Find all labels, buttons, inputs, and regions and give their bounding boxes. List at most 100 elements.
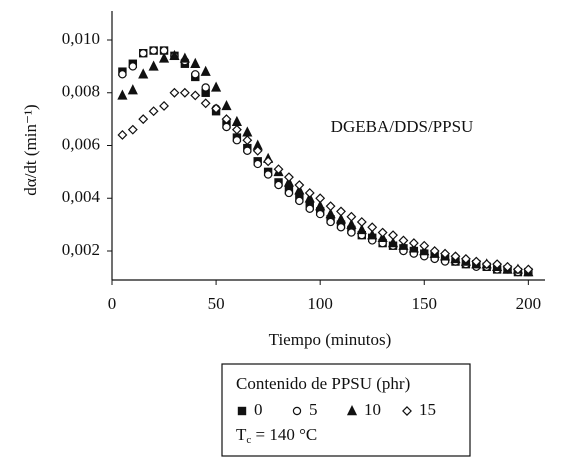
data-point — [221, 99, 232, 111]
x-tick-label: 150 — [412, 294, 438, 313]
data-point — [148, 106, 159, 117]
y-tick-label: 0,008 — [62, 82, 100, 101]
data-point — [356, 223, 367, 235]
data-point — [304, 188, 315, 198]
data-point — [201, 83, 210, 92]
data-point — [325, 201, 336, 212]
data-point — [159, 100, 169, 111]
data-point — [179, 87, 190, 98]
data-point — [335, 213, 347, 224]
data-point — [492, 259, 503, 270]
data-point — [117, 89, 128, 100]
data-point — [294, 180, 305, 191]
data-point — [232, 136, 242, 145]
annotation: DGEBA/DDS/PPSU — [331, 117, 474, 136]
legend-label: 5 — [309, 400, 318, 419]
data-point — [481, 259, 492, 270]
legend-title: Contenido de PPSU (phr) — [236, 374, 410, 393]
legend-label: 15 — [419, 400, 436, 419]
data-point — [242, 135, 253, 146]
x-tick-label: 200 — [516, 294, 542, 313]
data-point — [179, 52, 190, 63]
data-point — [253, 159, 262, 169]
data-point — [305, 204, 314, 213]
y-tick-label: 0,002 — [62, 240, 100, 259]
data-point — [263, 170, 273, 179]
legend-label: 10 — [364, 400, 381, 419]
data-point — [283, 172, 294, 183]
legend-marker — [292, 406, 302, 416]
data-point — [460, 253, 471, 264]
data-point — [325, 208, 336, 219]
data-point — [315, 209, 325, 219]
data-point — [346, 218, 357, 229]
data-point — [117, 130, 128, 140]
legend-note-subscript: c — [246, 434, 251, 446]
legend-marker — [237, 406, 247, 416]
data-point — [169, 49, 180, 61]
legend-note-symbol: T — [236, 425, 247, 444]
data-point — [429, 246, 440, 256]
legend-marker — [346, 405, 358, 416]
data-point — [347, 228, 356, 237]
data-point — [149, 46, 158, 55]
data-point — [336, 206, 346, 217]
legend-box — [221, 363, 471, 457]
legend-note-text: = 140 °C — [251, 425, 317, 444]
data-point — [190, 57, 201, 68]
data-point — [127, 124, 138, 135]
y-axis-label: dα/dt (min⁻¹) — [21, 104, 40, 195]
data-point — [263, 156, 274, 167]
data-point — [231, 115, 242, 126]
data-point — [127, 84, 138, 95]
data-point — [169, 87, 180, 98]
data-point — [284, 188, 294, 198]
y-tick-label: 0,004 — [62, 187, 101, 206]
data-point — [387, 237, 399, 248]
data-point — [377, 227, 388, 238]
data-point — [221, 114, 232, 125]
data-point — [273, 164, 284, 175]
data-point — [231, 124, 242, 135]
data-point — [512, 264, 523, 275]
data-point — [346, 211, 357, 222]
data-point — [440, 248, 451, 259]
data-point — [408, 238, 419, 249]
data-point — [190, 90, 201, 101]
data-point — [158, 52, 170, 63]
data-point — [211, 103, 222, 114]
x-axis-label: Tiempo (minutos) — [269, 330, 392, 349]
data-point — [118, 70, 127, 79]
data-point — [502, 261, 513, 272]
data-point — [274, 180, 283, 190]
data-point — [200, 65, 211, 76]
data-point — [243, 146, 252, 155]
data-point — [450, 251, 461, 262]
data-point — [252, 145, 263, 156]
data-point — [326, 217, 335, 227]
data-point — [139, 48, 148, 58]
x-tick-label: 50 — [208, 294, 225, 313]
data-point — [398, 235, 409, 246]
data-point — [388, 230, 398, 241]
data-point — [138, 68, 149, 79]
x-tick-label: 100 — [307, 294, 333, 313]
data-point — [242, 126, 253, 137]
legend-marker — [402, 406, 412, 416]
legend-label: 0 — [254, 400, 263, 419]
data-point — [138, 114, 149, 125]
data-point — [295, 196, 304, 206]
data-point — [523, 264, 534, 275]
x-tick-label: 0 — [108, 294, 117, 313]
data-point — [419, 240, 430, 251]
data-point — [222, 122, 231, 132]
data-point — [148, 60, 159, 71]
data-point — [367, 229, 378, 240]
data-point — [336, 223, 346, 232]
y-tick-label: 0,006 — [62, 134, 100, 153]
data-point — [315, 193, 326, 204]
data-point — [191, 70, 200, 79]
legend-note: Tc = 140 °C — [236, 425, 317, 446]
data-point — [471, 256, 482, 267]
y-tick-label: 0,010 — [62, 29, 100, 48]
